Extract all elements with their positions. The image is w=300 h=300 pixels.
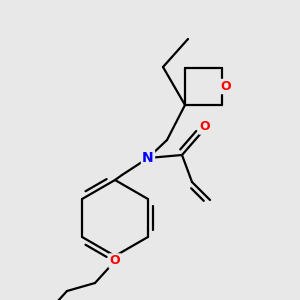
Text: O: O xyxy=(200,121,210,134)
Text: O: O xyxy=(110,254,120,268)
Text: N: N xyxy=(142,151,154,165)
Text: O: O xyxy=(221,80,231,93)
